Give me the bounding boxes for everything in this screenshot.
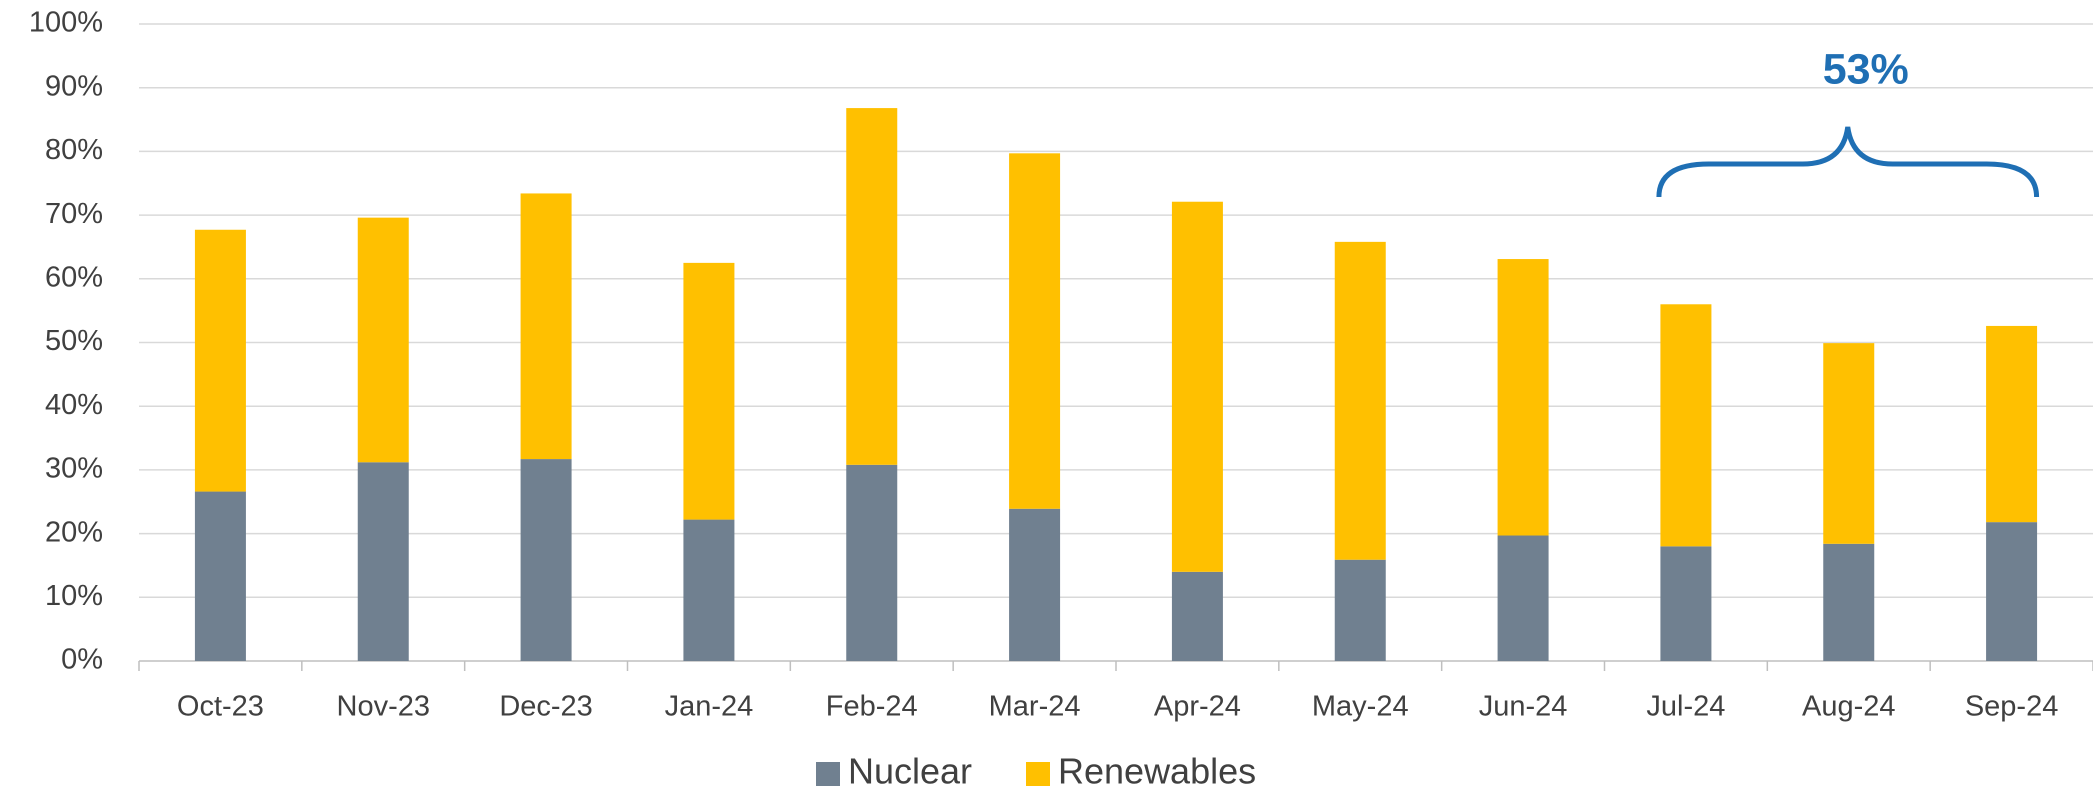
y-tick-label: 90% bbox=[45, 70, 103, 102]
x-tick-label: Apr-24 bbox=[1154, 691, 1241, 723]
x-tick-label: Jun-24 bbox=[1479, 691, 1568, 723]
x-tick-label: Nov-23 bbox=[337, 691, 431, 723]
bar-segment bbox=[357, 462, 409, 661]
y-tick-label: 20% bbox=[45, 516, 103, 548]
y-tick-label: 60% bbox=[45, 261, 103, 293]
brace bbox=[1656, 126, 2040, 198]
bar-segment bbox=[1334, 241, 1386, 560]
y-tick-label: 100% bbox=[29, 7, 103, 39]
y-tick-label: 40% bbox=[45, 389, 103, 421]
x-tick-label: May-24 bbox=[1312, 691, 1409, 723]
x-tick-label: Mar-24 bbox=[989, 691, 1081, 723]
bar-segment bbox=[1171, 571, 1223, 661]
y-tick-label: 80% bbox=[45, 134, 103, 166]
legend-swatch bbox=[816, 762, 840, 786]
x-tick-label: Dec-23 bbox=[499, 691, 593, 723]
x-tick-label: Sep-24 bbox=[1965, 691, 2059, 723]
bar-segment bbox=[1660, 304, 1712, 547]
bar-segment bbox=[520, 459, 572, 661]
bar-segment bbox=[846, 464, 898, 661]
bar-segment bbox=[846, 108, 898, 465]
x-tick-label: Jul-24 bbox=[1646, 691, 1725, 723]
y-tick-label: 10% bbox=[45, 580, 103, 612]
bar-segment bbox=[683, 262, 735, 520]
bar-segment bbox=[1660, 546, 1712, 661]
bar-segment bbox=[194, 229, 246, 492]
bar-segment bbox=[1497, 535, 1549, 661]
legend-swatch bbox=[1026, 762, 1050, 786]
bar-segment bbox=[1823, 543, 1875, 661]
bar-segment bbox=[1009, 153, 1061, 509]
bar-segment bbox=[194, 491, 246, 661]
bar-segment bbox=[520, 193, 572, 460]
bar-segment bbox=[683, 519, 735, 661]
y-tick-label: 30% bbox=[45, 453, 103, 485]
legend-label: Renewables bbox=[1058, 751, 1256, 791]
bar-segment bbox=[1823, 343, 1875, 544]
bar-segment bbox=[1986, 325, 2038, 523]
legend-label: Nuclear bbox=[848, 751, 972, 791]
bar-segment bbox=[357, 217, 409, 463]
y-tick-label: 0% bbox=[61, 644, 103, 676]
bar-segment bbox=[1497, 259, 1549, 536]
bar-segment bbox=[1009, 508, 1061, 661]
bar-segment bbox=[1986, 522, 2038, 661]
x-tick-label: Oct-23 bbox=[177, 691, 264, 723]
x-tick-label: Aug-24 bbox=[1802, 691, 1896, 723]
bar-segment bbox=[1334, 559, 1386, 661]
x-tick-label: Feb-24 bbox=[826, 691, 918, 723]
bar-segment bbox=[1171, 201, 1223, 572]
y-tick-label: 50% bbox=[45, 325, 103, 357]
y-tick-label: 70% bbox=[45, 198, 103, 230]
x-tick-label: Jan-24 bbox=[665, 691, 754, 723]
annotation: 53% bbox=[1823, 45, 1909, 93]
